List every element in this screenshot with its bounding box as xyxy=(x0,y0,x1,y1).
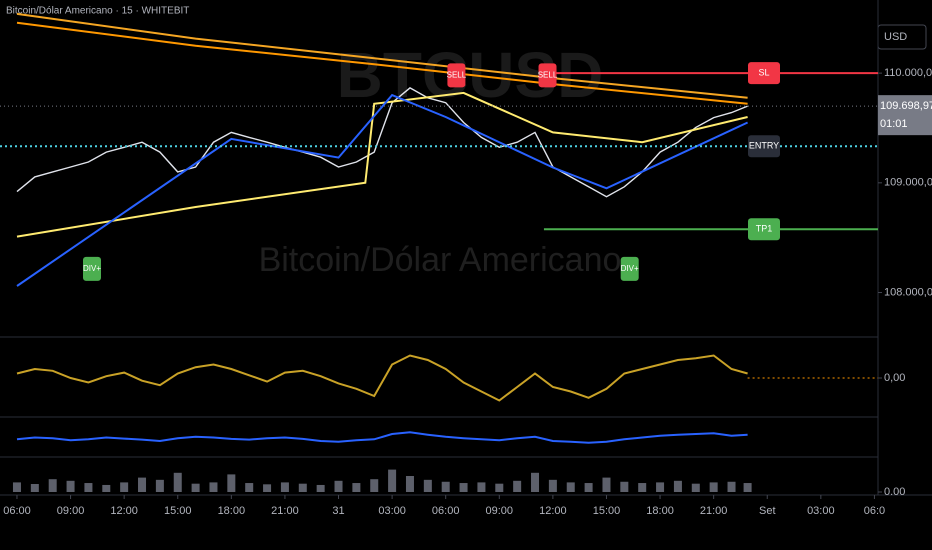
x-tick-label: 09:00 xyxy=(57,505,85,517)
x-tick-label: 31 xyxy=(332,505,344,517)
level-tag xyxy=(748,62,780,85)
series-line xyxy=(16,354,748,402)
volume-bar xyxy=(727,481,736,492)
signal-tag xyxy=(538,63,557,88)
volume-bar xyxy=(602,477,611,492)
x-tick-label: 12:00 xyxy=(110,505,138,517)
last-price-box xyxy=(878,95,932,136)
volume-bar xyxy=(566,482,575,492)
volume-bar xyxy=(620,481,629,492)
volume-bar xyxy=(209,482,218,492)
level-label: TP1 xyxy=(756,224,773,234)
volume-bar xyxy=(30,484,39,492)
currency: USD xyxy=(884,31,907,43)
last-price-label: 109.698,97 xyxy=(880,100,932,112)
volume-bar xyxy=(316,484,325,492)
volume-bar xyxy=(513,480,522,492)
volume-bar xyxy=(388,469,397,492)
volume-bar xyxy=(673,480,682,492)
volume-bar xyxy=(48,479,57,492)
signal-tag xyxy=(447,63,466,88)
level-label: ENTRY xyxy=(749,141,779,151)
volume-bar xyxy=(638,483,647,492)
chart-title: Bitcoin/Dólar Americano · 15 · WHITEBIT xyxy=(6,6,189,17)
series-line xyxy=(16,21,748,105)
volume-bar xyxy=(548,479,557,492)
x-tick-label: 06:00 xyxy=(432,505,460,517)
volume-bar xyxy=(280,482,289,492)
x-tick-label: 09:00 xyxy=(486,505,514,517)
volume-bar xyxy=(227,474,236,492)
x-tick-label: 06:00 xyxy=(3,505,31,517)
y-tick-label: 0,00 xyxy=(884,372,905,384)
level-tag xyxy=(748,135,780,158)
x-tick-label: 18:00 xyxy=(646,505,674,517)
volume-bar xyxy=(138,477,147,492)
x-tick-label: 03:00 xyxy=(378,505,406,517)
volume-bar xyxy=(423,479,432,492)
volume-bar xyxy=(495,483,504,492)
watermark-subtitle: Bitcoin/Dólar Americano xyxy=(259,241,622,279)
series-line xyxy=(16,12,748,99)
y-tick-label: 109.000,00 xyxy=(884,177,932,189)
series-line xyxy=(16,91,748,238)
volume-bar xyxy=(191,483,200,492)
volume-bar xyxy=(691,483,700,492)
signal-label: DIV+ xyxy=(621,264,639,273)
x-tick-label: 06:0 xyxy=(864,505,885,517)
y-tick-label: 0.00 xyxy=(884,486,905,498)
volume-bar xyxy=(709,482,718,492)
series-line xyxy=(16,93,749,287)
y-tick-label: 108.000,00 xyxy=(884,286,932,298)
volume-bar xyxy=(584,483,593,492)
volume-bar xyxy=(173,472,182,492)
volume-bar xyxy=(298,483,307,492)
x-tick-label: 15:00 xyxy=(593,505,621,517)
x-tick-label: Set xyxy=(759,505,776,517)
x-tick-label: 12:00 xyxy=(539,505,567,517)
level-label: SL xyxy=(758,67,769,77)
volume-bar xyxy=(245,483,254,492)
volume-bar xyxy=(656,482,665,492)
volume-bar xyxy=(477,482,486,492)
volume-bar xyxy=(370,479,379,492)
volume-bar xyxy=(405,476,414,492)
signal-tag xyxy=(620,256,639,281)
volume-bar xyxy=(66,480,75,492)
series-line xyxy=(16,431,748,444)
volume-bar xyxy=(531,472,540,492)
volume-bar xyxy=(743,483,752,492)
volume-bar xyxy=(334,480,343,492)
x-tick-label: 21:00 xyxy=(271,505,299,517)
x-tick-label: 03:00 xyxy=(807,505,835,517)
series-line xyxy=(16,87,748,198)
y-tick-label: 110.000,00 xyxy=(884,67,932,79)
volume-bar xyxy=(155,479,164,492)
volume-bar xyxy=(441,481,450,492)
volume-bar xyxy=(263,484,272,492)
x-tick-label: 21:00 xyxy=(700,505,728,517)
signal-label: SELL xyxy=(447,70,467,79)
signal-tag xyxy=(82,256,101,281)
volume-bar xyxy=(120,482,129,492)
signal-label: SELL xyxy=(538,70,558,79)
volume-bar xyxy=(459,483,468,492)
level-tag xyxy=(748,218,780,241)
x-tick-label: 18:00 xyxy=(218,505,246,517)
signal-label: DIV+ xyxy=(83,264,101,273)
volume-bar xyxy=(12,482,21,492)
volume-bar xyxy=(84,483,93,492)
volume-bar xyxy=(102,484,111,492)
x-tick-label: 15:00 xyxy=(164,505,192,517)
countdown: 01:01 xyxy=(880,118,908,130)
volume-bar xyxy=(352,483,361,492)
